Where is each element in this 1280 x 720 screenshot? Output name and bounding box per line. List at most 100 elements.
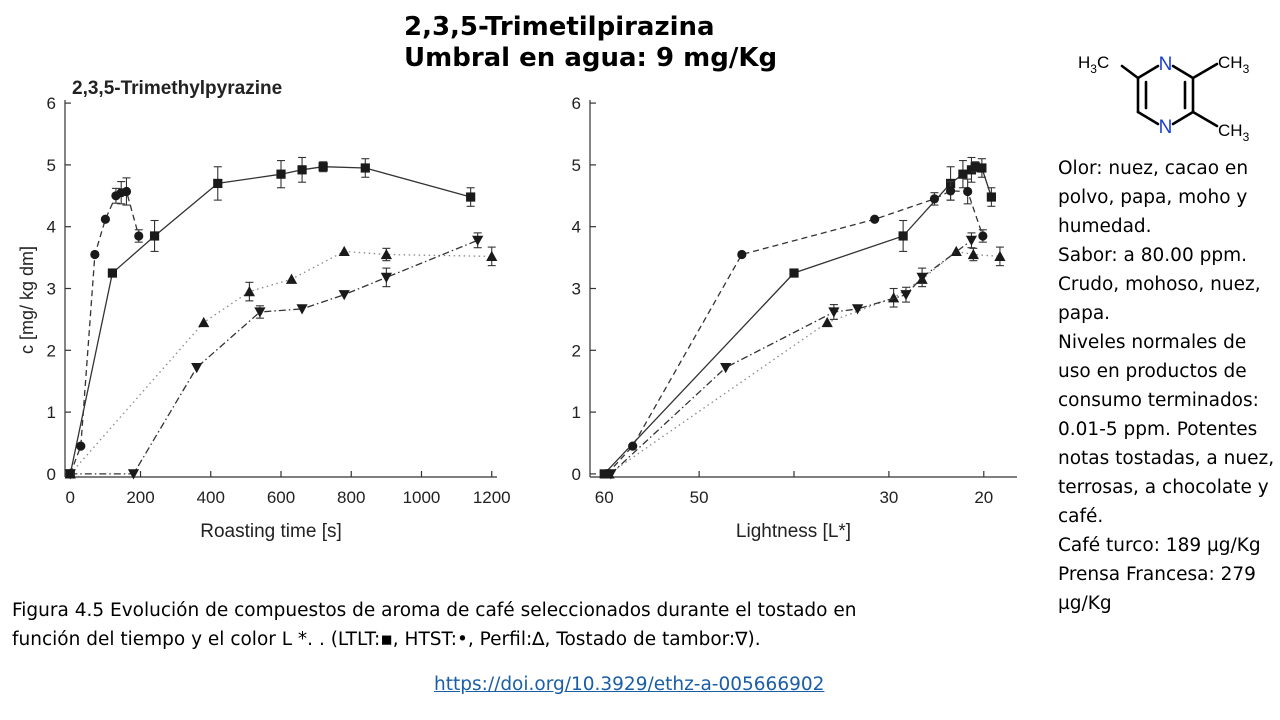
- data-point: [970, 162, 980, 172]
- data-point: [916, 272, 928, 283]
- data-point: [276, 169, 286, 179]
- data-point: [100, 214, 110, 224]
- data-point: [127, 469, 140, 480]
- x-axis-label: Roasting time [s]: [200, 521, 342, 542]
- info-odor: Olor: nuez, cacao en polvo, papa, moho y…: [1058, 158, 1249, 237]
- caption-line-2: función del tiempo y el color L *. . (LT…: [12, 629, 761, 650]
- data-point: [380, 248, 392, 260]
- data-point: [149, 231, 160, 241]
- x-tick-label: 1200: [473, 488, 511, 507]
- data-point: [107, 268, 118, 278]
- data-point: [90, 249, 100, 260]
- y-tick-label: 0: [572, 465, 581, 484]
- series-line: [69, 250, 492, 475]
- x-tick-label: 20: [974, 488, 993, 507]
- y-tick-label: 2: [572, 341, 581, 360]
- data-point: [789, 268, 799, 278]
- data-point: [213, 178, 223, 189]
- slide-title: 2,3,5-Trimetilpirazina Umbral en agua: 9…: [404, 12, 777, 74]
- x-tick-label: 1000: [403, 488, 441, 507]
- y-tick-label: 1: [47, 403, 56, 422]
- data-point: [898, 231, 908, 241]
- data-point: [486, 250, 498, 261]
- x-tick-label: 60: [595, 488, 614, 507]
- data-point: [950, 245, 962, 257]
- data-point: [243, 285, 255, 297]
- data-point: [380, 272, 392, 283]
- data-point: [958, 169, 968, 179]
- data-point: [821, 316, 833, 328]
- data-point: [254, 307, 266, 318]
- data-point: [870, 214, 880, 224]
- series-circle: [65, 177, 144, 479]
- series-square: [599, 156, 996, 479]
- data-point: [977, 163, 987, 173]
- title-line-1: 2,3,5-Trimetilpirazina: [404, 12, 715, 42]
- series-square: [65, 156, 476, 479]
- x-axis-label: Lightness [L*]: [736, 521, 851, 542]
- y-tick-label: 6: [572, 94, 581, 113]
- data-point: [285, 273, 298, 284]
- data-point: [198, 316, 210, 328]
- chart-title: 2,3,5-Trimethylpyrazine: [72, 78, 282, 99]
- data-point: [828, 307, 840, 318]
- data-point: [472, 235, 484, 246]
- y-tick-label: 4: [47, 218, 56, 237]
- data-point: [900, 290, 912, 301]
- info-usage-levels: Niveles normales de uso en productos de …: [1058, 332, 1275, 527]
- data-point: [967, 248, 979, 260]
- figure-caption: Figura 4.5 Evolución de compuestos de ar…: [12, 596, 912, 654]
- x-tick-label: 600: [267, 488, 295, 507]
- y-tick-label: 2: [47, 341, 56, 360]
- data-point: [134, 231, 144, 241]
- x-tick-label: 30: [879, 488, 898, 507]
- data-point: [64, 469, 76, 480]
- data-point: [296, 304, 308, 315]
- compound-info: Olor: nuez, cacao en polvo, papa, moho y…: [1058, 154, 1278, 618]
- data-point: [628, 441, 638, 451]
- methyl-right-bottom-label: CH3: [1218, 121, 1250, 144]
- data-point: [851, 304, 864, 315]
- info-turkish-coffee: Café turco: 189 µg/Kg: [1058, 535, 1261, 556]
- y-axis-label: c [mg/ kg dm]: [17, 246, 37, 354]
- x-tick-label: 0: [66, 488, 75, 507]
- data-point: [360, 163, 370, 173]
- nitrogen-top-atom: N: [1159, 54, 1173, 75]
- data-point: [978, 231, 988, 241]
- series-line: [69, 190, 140, 475]
- data-point: [338, 245, 350, 257]
- chart-1: 0 1 2 3 4 5 6 0 200 400 600 800 1000 1200 Roasting tim…: [17, 78, 511, 542]
- molecule-structure: N N H3C CH3 CH3: [1078, 53, 1250, 144]
- y-tick-label: 0: [47, 465, 56, 484]
- caption-line-1: Figura 4.5 Evolución de compuestos de ar…: [12, 600, 857, 621]
- data-point: [318, 162, 328, 172]
- info-french-press: Prensa Francesa: 279 µg/Kg: [1058, 564, 1256, 614]
- data-point: [986, 192, 996, 202]
- series-line: [608, 250, 1000, 475]
- series-triangle-down: [605, 232, 978, 480]
- y-tick-label: 5: [572, 156, 581, 175]
- doi-link[interactable]: https://doi.org/10.3929/ethz-a-005666902: [434, 674, 825, 695]
- y-tick-label: 3: [572, 280, 581, 299]
- data-point: [945, 186, 956, 196]
- data-point: [994, 250, 1006, 261]
- series-circle: [602, 178, 988, 479]
- y-tick-label: 5: [47, 156, 56, 175]
- series-triangle-up: [603, 245, 1006, 479]
- data-point: [338, 290, 350, 301]
- data-point: [605, 469, 617, 480]
- x-tick-label: 50: [690, 488, 709, 507]
- data-point: [466, 192, 476, 202]
- data-point: [963, 186, 973, 197]
- series-triangle-up: [64, 245, 498, 479]
- series-line: [70, 239, 478, 475]
- data-point: [965, 235, 978, 246]
- data-point: [929, 194, 940, 204]
- series-line: [69, 166, 471, 475]
- data-point: [121, 186, 132, 197]
- chart-2: 0 1 2 3 4 5 6 60 50 30 20 Lightness [L*]: [572, 94, 1017, 542]
- series-line: [603, 166, 993, 475]
- methyl-left-label: H3C: [1078, 53, 1109, 76]
- data-point: [297, 165, 307, 175]
